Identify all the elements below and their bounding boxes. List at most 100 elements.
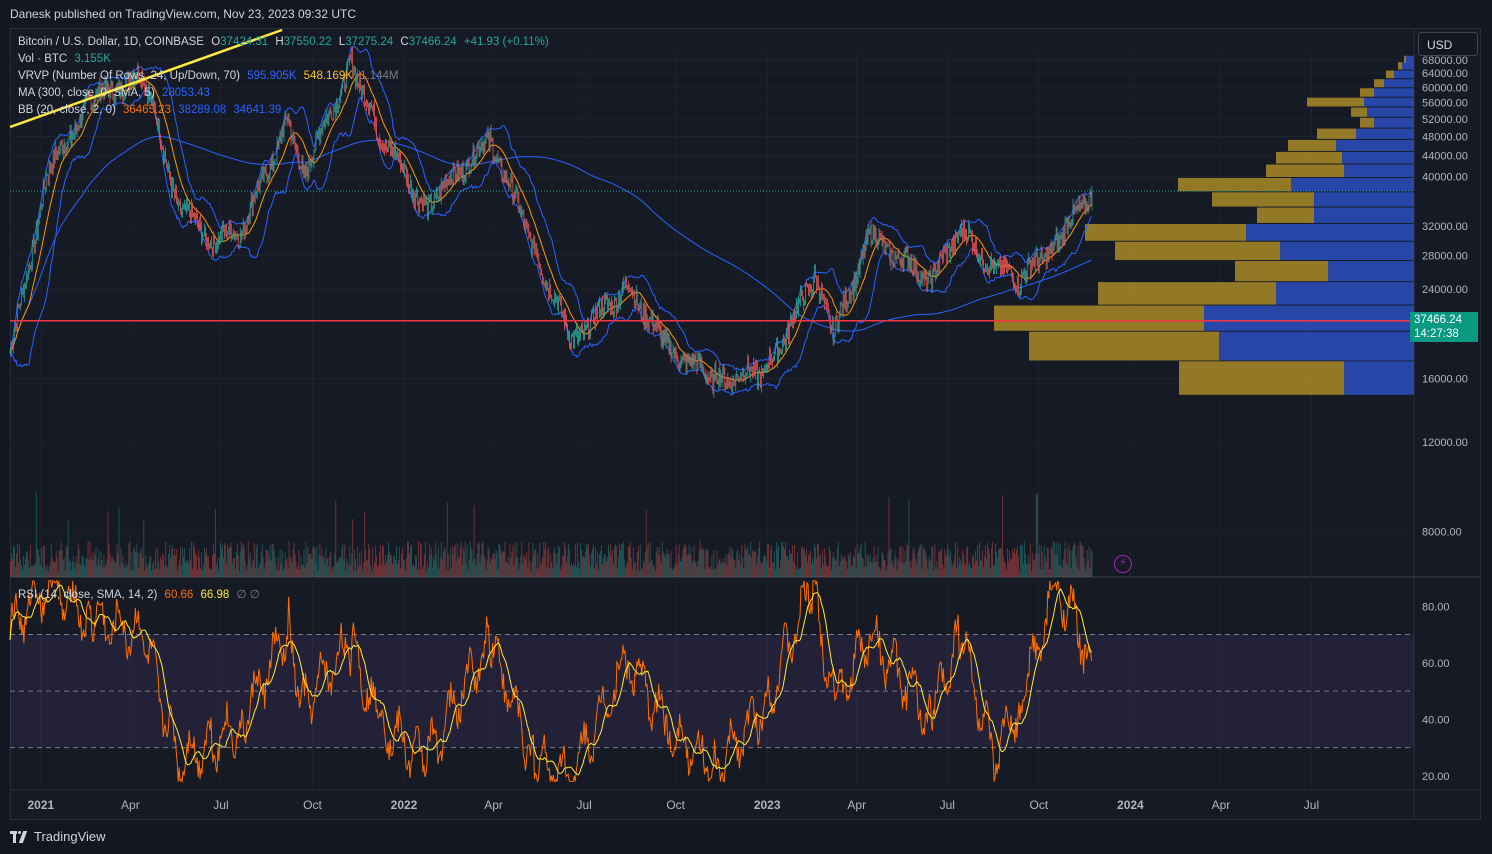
- volume-profile-down-bar: [1266, 164, 1344, 177]
- volume-bar: [828, 546, 830, 577]
- volume-bar: [450, 567, 452, 577]
- volume-bar: [186, 560, 188, 577]
- volume-bar: [1077, 545, 1079, 577]
- volume-bar: [157, 547, 159, 577]
- volume-profile-down-bar: [1085, 223, 1246, 241]
- volume-bar: [674, 563, 676, 577]
- volume-bar: [679, 561, 681, 577]
- volume-bar: [42, 545, 44, 577]
- volume-bar: [779, 568, 781, 577]
- volume-bar: [195, 552, 196, 577]
- lightning-icon[interactable]: ⚡: [1114, 555, 1132, 573]
- volume-bar: [221, 544, 223, 577]
- volume-bar: [953, 562, 955, 577]
- volume-bar: [519, 563, 521, 577]
- volume-bar: [12, 546, 14, 577]
- volume-bar: [834, 559, 836, 577]
- volume-bar: [607, 544, 609, 577]
- volume-bar: [236, 542, 238, 577]
- volume-bar: [540, 564, 542, 577]
- volume-bar: [539, 542, 541, 577]
- volume-bar: [391, 555, 392, 577]
- volume-bar: [905, 560, 907, 577]
- volume-bar: [940, 550, 942, 577]
- rsi-tick-label: 20.00: [1422, 771, 1450, 783]
- volume-bar: [796, 569, 797, 577]
- volume-bar: [348, 566, 350, 577]
- volume-bar: [680, 561, 682, 577]
- volume-bar: [657, 554, 659, 577]
- volume-bar: [867, 556, 869, 577]
- volume-bar: [1080, 543, 1082, 577]
- volume-bar: [491, 559, 493, 577]
- volume-bar: [561, 565, 563, 577]
- volume-bar: [660, 562, 662, 577]
- volume-bar: [928, 556, 930, 577]
- volume-bar: [214, 509, 216, 577]
- volume-bar: [1086, 549, 1088, 577]
- volume-bar: [530, 570, 532, 577]
- volume-bar: [664, 558, 666, 577]
- volume-bar: [762, 562, 764, 577]
- volume-bar: [65, 547, 67, 577]
- volume-bar: [588, 543, 589, 577]
- volume-bar: [655, 551, 657, 577]
- volume-bar: [865, 566, 867, 577]
- volume-bar: [706, 548, 708, 577]
- volume-bar: [1083, 557, 1085, 577]
- volume-bar: [661, 542, 663, 577]
- time-tick-label: 2022: [391, 798, 418, 812]
- volume-bar: [167, 568, 169, 577]
- volume-bar: [373, 567, 375, 577]
- volume-bar: [992, 541, 993, 577]
- volume-bar: [372, 547, 374, 577]
- volume-bar: [366, 560, 368, 577]
- volume-bar: [481, 543, 483, 577]
- chart-panel[interactable]: [10, 28, 1481, 820]
- volume-bar: [196, 554, 197, 577]
- volume-bar: [948, 548, 950, 577]
- volume-bar: [715, 569, 717, 577]
- volume-bar: [604, 554, 605, 577]
- volume-bar: [635, 570, 637, 577]
- volume-bar: [441, 560, 443, 577]
- volume-bar: [1017, 556, 1019, 577]
- volume-bar: [857, 553, 859, 577]
- volume-bar: [1006, 548, 1008, 577]
- volume-bar: [755, 550, 757, 577]
- volume-bar: [676, 564, 678, 577]
- volume-bar: [720, 564, 722, 577]
- price-tick-label: 24000.00: [1422, 284, 1468, 296]
- ma-300-line: [9, 135, 1092, 353]
- volume-bar: [274, 557, 276, 577]
- volume-bar: [971, 567, 973, 577]
- volume-bar: [966, 547, 968, 577]
- currency-button[interactable]: USD: [1418, 32, 1478, 56]
- volume-bar: [465, 564, 467, 577]
- volume-bar: [1056, 554, 1058, 577]
- volume-bar: [926, 558, 928, 577]
- volume-bar: [582, 556, 584, 577]
- volume-bar: [118, 507, 120, 577]
- volume-bar: [595, 547, 596, 577]
- volume-bar: [209, 568, 211, 577]
- volume-bar: [665, 554, 667, 577]
- volume-bar: [607, 556, 608, 577]
- volume-bar: [271, 544, 273, 577]
- footer-brand[interactable]: TradingView: [10, 829, 106, 844]
- volume-bar: [682, 548, 684, 577]
- volume-bar: [466, 544, 468, 577]
- volume-bar: [340, 557, 342, 577]
- volume-bar: [276, 569, 278, 577]
- volume-bar: [633, 563, 635, 577]
- volume-bar: [612, 563, 614, 577]
- bb-lower-line: [9, 89, 1093, 397]
- volume-bar: [307, 546, 309, 577]
- volume-bar: [176, 549, 178, 577]
- volume-bar: [991, 547, 992, 577]
- volume-bar: [811, 557, 813, 577]
- volume-bar: [298, 549, 300, 577]
- tradingview-logo-icon: [10, 830, 28, 843]
- volume-bar: [753, 551, 755, 577]
